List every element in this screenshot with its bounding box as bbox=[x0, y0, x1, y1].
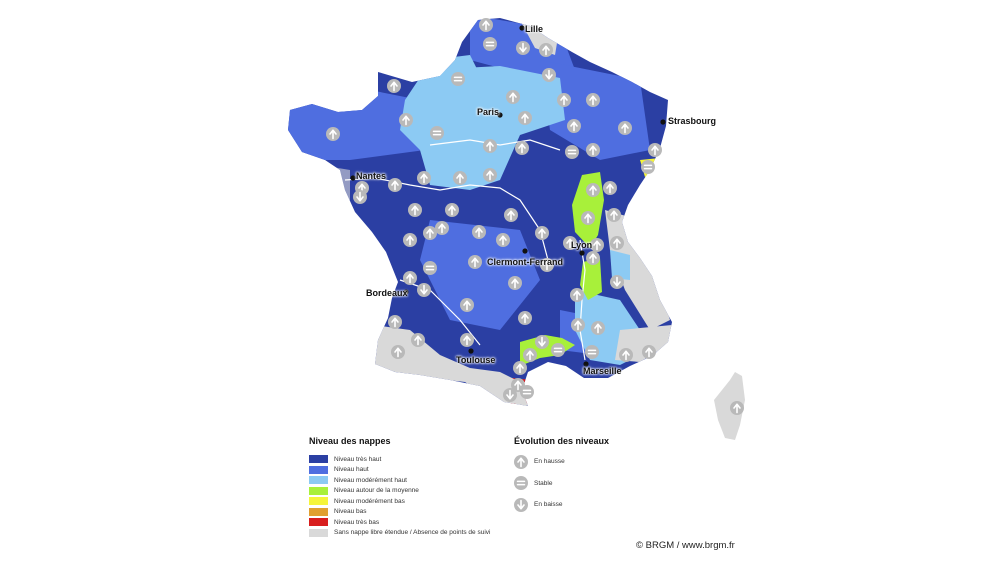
legend-item: Niveau modérément haut bbox=[309, 475, 490, 486]
legend-label: Niveau modérément haut bbox=[334, 476, 407, 484]
evolution-item: Stable bbox=[514, 473, 565, 495]
city-label-strasbourg: Strasbourg bbox=[668, 116, 717, 126]
legend-item: Niveau très haut bbox=[309, 454, 490, 465]
equals-icon bbox=[514, 476, 528, 491]
city-dots bbox=[350, 25, 666, 367]
legend-swatch bbox=[309, 455, 328, 464]
legend-label: Niveau très bas bbox=[334, 518, 380, 526]
legend-item: Niveau modérément bas bbox=[309, 496, 490, 507]
evolution-item: En baisse bbox=[514, 494, 565, 516]
arrow-down-icon bbox=[514, 497, 528, 512]
city-label-marseille: Marseille bbox=[583, 366, 622, 376]
city-label-clermont-ferrand: Clermont-Ferrand bbox=[487, 257, 564, 267]
legend-title: Niveau des nappes bbox=[309, 436, 391, 446]
city-label-bordeaux: Bordeaux bbox=[366, 288, 408, 298]
copyright: © BRGM / www.brgm.fr bbox=[636, 540, 735, 551]
evolution-title: Évolution des niveaux bbox=[514, 436, 610, 446]
legend-label: Niveau haut bbox=[334, 466, 369, 474]
legend-label: Sans nappe libre étendue / Absence de po… bbox=[334, 529, 491, 537]
evolution-item: En hausse bbox=[514, 451, 565, 473]
legend-label: Niveau autour de la moyenne bbox=[334, 487, 419, 495]
city-label-lille: Lille bbox=[525, 24, 544, 34]
city-label-toulouse: Toulouse bbox=[456, 355, 496, 365]
legend-swatch bbox=[309, 507, 328, 516]
legend-label: Niveau bas bbox=[334, 508, 367, 516]
arrow-up-icon bbox=[514, 454, 528, 469]
france-territory bbox=[288, 18, 745, 440]
legend-item: Niveau autour de la moyenne bbox=[309, 486, 490, 497]
legend-label: Niveau très haut bbox=[334, 455, 382, 463]
legend-swatch bbox=[309, 497, 328, 506]
evolution-label: Stable bbox=[534, 479, 553, 487]
legend-item: Niveau très bas bbox=[309, 517, 490, 528]
legend-list: Niveau très haut Niveau haut Niveau modé… bbox=[309, 454, 490, 538]
legend-swatch bbox=[309, 518, 328, 527]
legend-swatch bbox=[309, 465, 328, 474]
legend-swatch bbox=[309, 528, 328, 537]
evolution-label: En hausse bbox=[534, 458, 565, 466]
evolution-label: En baisse bbox=[534, 501, 563, 509]
legend-item: Niveau bas bbox=[309, 507, 490, 518]
city-label-paris: Paris bbox=[477, 107, 500, 117]
legend-swatch bbox=[309, 486, 328, 495]
city-label-nantes: Nantes bbox=[356, 171, 387, 181]
corsica bbox=[714, 372, 745, 440]
city-label-lyon: Lyon bbox=[571, 240, 593, 250]
evolution-list: En hausse Stable En baisse bbox=[514, 451, 565, 516]
legend-swatch bbox=[309, 476, 328, 485]
legend-item: Niveau haut bbox=[309, 465, 490, 476]
legend-item: Sans nappe libre étendue / Absence de po… bbox=[309, 528, 490, 539]
legend-label: Niveau modérément bas bbox=[334, 497, 405, 505]
